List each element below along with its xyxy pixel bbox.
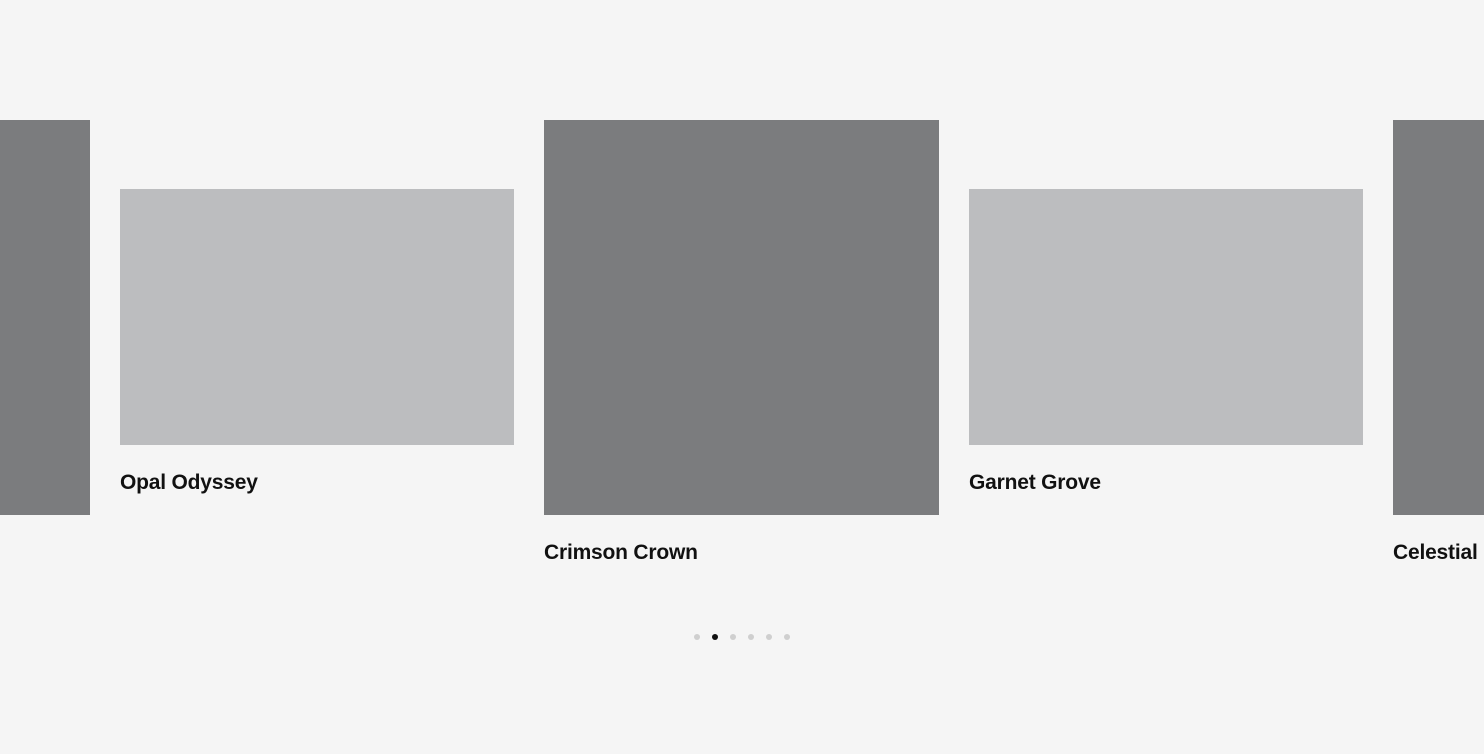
pagination-dot-active[interactable] [712, 634, 718, 640]
pagination-dot[interactable] [748, 634, 754, 640]
carousel-pagination [694, 634, 790, 640]
pagination-dot[interactable] [784, 634, 790, 640]
card-image-placeholder [969, 189, 1363, 445]
carousel-card-opal-odyssey[interactable]: Opal Odyssey [120, 189, 514, 509]
carousel-card-garnet-grove[interactable]: Garnet Grove [969, 189, 1363, 509]
carousel-card-crimson-crown[interactable]: Crimson Crown [544, 120, 939, 580]
carousel-card-celestial[interactable]: Celestial [1393, 120, 1484, 580]
card-image-placeholder [120, 189, 514, 445]
card-title: Celestial [1393, 541, 1478, 564]
pagination-dot[interactable] [694, 634, 700, 640]
card-title: Garnet Grove [969, 471, 1101, 494]
card-image-placeholder [544, 120, 939, 515]
card-title: Crimson Crown [544, 541, 698, 564]
card-title: Opal Odyssey [120, 471, 258, 494]
carousel-card-previous[interactable] [0, 120, 90, 580]
pagination-dot[interactable] [766, 634, 772, 640]
card-image-placeholder [1393, 120, 1484, 515]
card-image-placeholder [0, 120, 90, 515]
pagination-dot[interactable] [730, 634, 736, 640]
